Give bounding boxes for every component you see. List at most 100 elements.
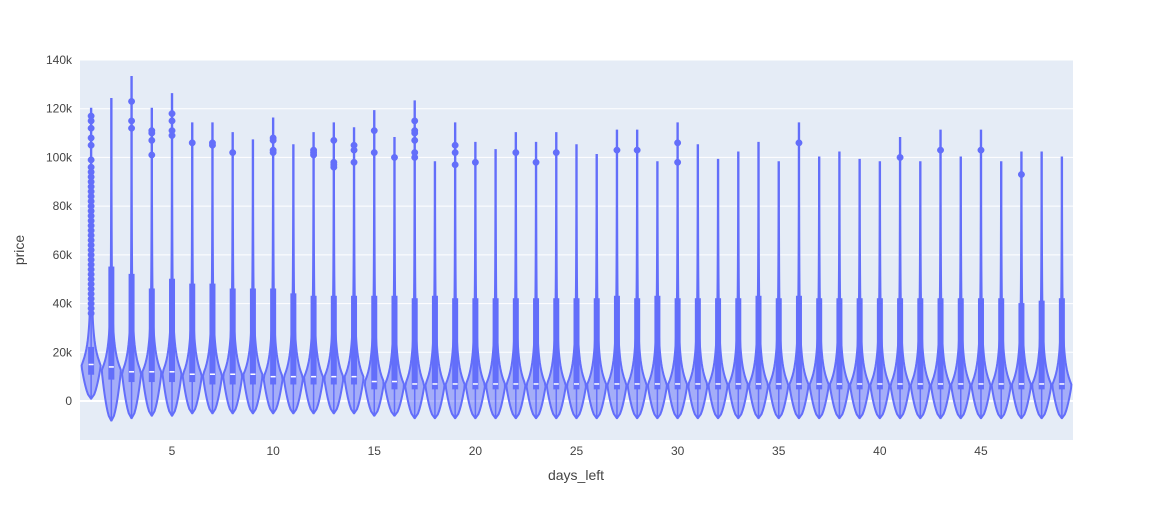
outlier-point[interactable] bbox=[350, 158, 358, 166]
violin-box bbox=[391, 295, 398, 390]
x-tick-label: 15 bbox=[368, 444, 382, 458]
outlier-point[interactable] bbox=[370, 127, 378, 135]
outlier-point[interactable] bbox=[269, 149, 277, 157]
outlier-point[interactable] bbox=[148, 129, 156, 137]
violin-day-47 bbox=[1011, 151, 1032, 420]
y-axis-title: price bbox=[11, 235, 27, 266]
outlier-point[interactable] bbox=[87, 124, 95, 132]
outlier-point[interactable] bbox=[148, 151, 156, 159]
violin-box bbox=[977, 298, 984, 390]
outlier-point[interactable] bbox=[168, 110, 176, 118]
outlier-point[interactable] bbox=[937, 146, 944, 154]
violin-day-12 bbox=[303, 132, 325, 415]
outlier-point[interactable] bbox=[411, 153, 419, 161]
violin-day-1 bbox=[80, 107, 102, 400]
outlier-point[interactable] bbox=[330, 163, 338, 171]
y-tick-label: 100k bbox=[46, 150, 73, 164]
violin-box bbox=[836, 298, 843, 390]
violin-box bbox=[937, 298, 944, 390]
violin-day-8 bbox=[222, 132, 244, 415]
outlier-point[interactable] bbox=[350, 146, 358, 154]
violin-day-27 bbox=[606, 129, 628, 420]
violin-day-24 bbox=[545, 132, 567, 420]
outlier-point[interactable] bbox=[674, 158, 682, 166]
violin-day-13 bbox=[323, 122, 345, 415]
outlier-point[interactable] bbox=[977, 146, 985, 154]
outlier-point[interactable] bbox=[87, 141, 95, 149]
outlier-point[interactable] bbox=[87, 156, 95, 164]
outlier-point[interactable] bbox=[269, 136, 277, 144]
violin-box bbox=[573, 298, 580, 390]
violin-day-25 bbox=[566, 144, 587, 420]
violin-box bbox=[1018, 303, 1025, 390]
y-tick-label: 140k bbox=[46, 53, 73, 67]
outlier-point[interactable] bbox=[451, 149, 459, 157]
outlier-point[interactable] bbox=[512, 149, 520, 157]
outlier-point[interactable] bbox=[229, 149, 237, 157]
outlier-point[interactable] bbox=[1017, 171, 1025, 178]
violin-day-44 bbox=[950, 156, 972, 420]
violin-day-17 bbox=[404, 100, 426, 420]
x-tick-label: 45 bbox=[974, 444, 988, 458]
violin-box bbox=[189, 283, 196, 383]
outlier-point[interactable] bbox=[674, 139, 682, 147]
outlier-point[interactable] bbox=[128, 97, 136, 105]
outlier-point[interactable] bbox=[411, 129, 419, 137]
violin-day-5 bbox=[161, 93, 183, 417]
outlier-point[interactable] bbox=[411, 136, 419, 144]
outlier-point[interactable] bbox=[391, 153, 398, 161]
violin-box bbox=[533, 298, 540, 390]
outlier-point[interactable] bbox=[128, 117, 136, 125]
outlier-point[interactable] bbox=[451, 161, 459, 169]
outlier-point[interactable] bbox=[87, 309, 95, 317]
violin-day-40 bbox=[869, 161, 891, 420]
x-tick-label: 20 bbox=[469, 444, 483, 458]
outlier-point[interactable] bbox=[310, 151, 318, 159]
outlier-point[interactable] bbox=[87, 117, 95, 125]
violin-day-26 bbox=[586, 154, 608, 420]
outlier-point[interactable] bbox=[896, 153, 904, 161]
outlier-point[interactable] bbox=[188, 139, 196, 147]
violin-box bbox=[431, 295, 438, 390]
violin-day-43 bbox=[930, 129, 952, 420]
violin-day-14 bbox=[343, 127, 365, 415]
violin-box bbox=[593, 298, 600, 390]
violin-day-34 bbox=[748, 141, 769, 420]
violin-box bbox=[876, 298, 883, 390]
outlier-point[interactable] bbox=[795, 139, 803, 147]
violin-box bbox=[411, 298, 418, 390]
outlier-point[interactable] bbox=[128, 124, 136, 132]
outlier-point[interactable] bbox=[168, 117, 176, 125]
outlier-point[interactable] bbox=[633, 146, 641, 154]
violin-box bbox=[816, 298, 823, 390]
outlier-point[interactable] bbox=[451, 141, 459, 149]
outlier-point[interactable] bbox=[471, 158, 479, 166]
violin-day-11 bbox=[282, 144, 304, 415]
outlier-point[interactable] bbox=[532, 158, 540, 166]
outlier-point[interactable] bbox=[87, 134, 95, 142]
violin-day-2 bbox=[100, 97, 122, 422]
outlier-point[interactable] bbox=[370, 149, 378, 157]
violin-day-19 bbox=[444, 122, 466, 420]
violin-box bbox=[1058, 298, 1065, 390]
outlier-point[interactable] bbox=[148, 136, 156, 144]
violin-day-37 bbox=[808, 156, 830, 420]
violin-box bbox=[108, 266, 115, 380]
violin-box bbox=[755, 295, 762, 390]
outlier-point[interactable] bbox=[209, 141, 216, 149]
violin-box bbox=[290, 293, 297, 385]
violin-box bbox=[674, 298, 681, 390]
outlier-point[interactable] bbox=[613, 146, 621, 154]
x-tick-label: 25 bbox=[570, 444, 584, 458]
outlier-point[interactable] bbox=[168, 132, 176, 139]
x-tick-label: 35 bbox=[772, 444, 786, 458]
violin-box bbox=[472, 298, 479, 390]
violin-box bbox=[795, 295, 802, 390]
outlier-point[interactable] bbox=[330, 136, 338, 144]
violin-day-46 bbox=[990, 161, 1012, 420]
outlier-point[interactable] bbox=[411, 117, 419, 125]
outlier-point[interactable] bbox=[552, 149, 560, 157]
y-tick-label: 60k bbox=[53, 248, 73, 262]
